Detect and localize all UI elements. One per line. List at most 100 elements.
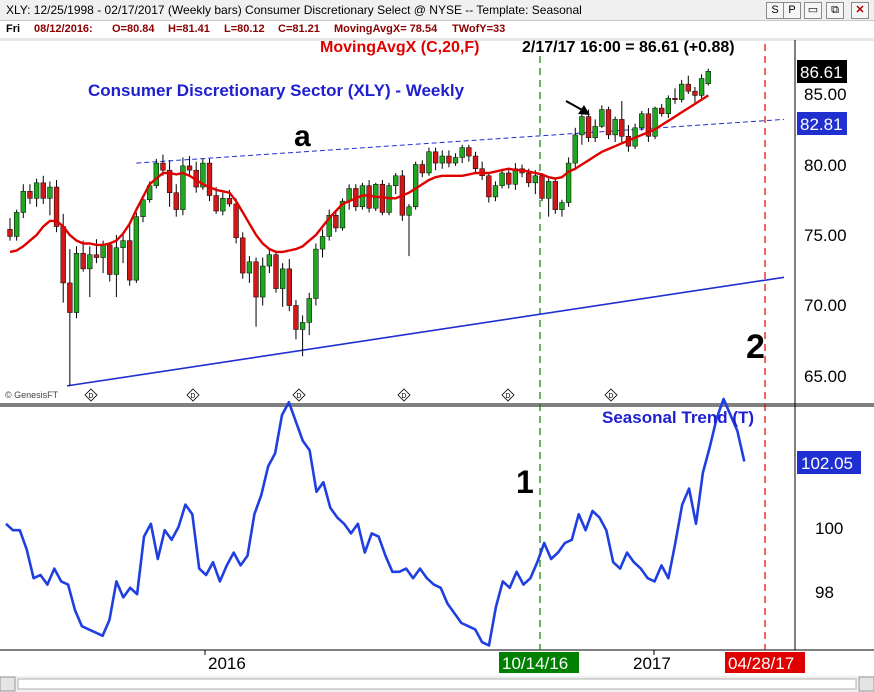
scroll-right-button[interactable] <box>858 676 874 692</box>
support-trendline <box>66 276 785 387</box>
script-button[interactable]: S <box>766 2 784 19</box>
event-marker[interactable]: D <box>84 388 98 402</box>
candle <box>572 127 578 171</box>
candle-body <box>692 90 698 96</box>
candle-body <box>233 203 239 239</box>
candle-body <box>472 155 479 169</box>
candle-body <box>33 182 40 199</box>
candle-body <box>679 83 685 100</box>
candle-body <box>280 268 286 289</box>
candle-body <box>213 195 219 212</box>
candle-body <box>166 169 173 193</box>
candle <box>605 106 612 140</box>
candle-body <box>180 165 186 210</box>
annotation-a: a <box>294 120 311 153</box>
moving-average-label: MovingAvgX (C,20,F) <box>320 39 479 56</box>
candle <box>299 315 306 357</box>
candle <box>253 257 259 327</box>
event-marker-label: D <box>505 393 510 400</box>
candle-body <box>419 164 425 174</box>
candle-body <box>107 244 113 275</box>
candle-body <box>47 186 53 199</box>
candle <box>180 157 186 216</box>
price-tick-label: 75.00 <box>804 226 847 245</box>
price-tick-label: 70.00 <box>804 296 847 315</box>
candle <box>113 235 120 298</box>
candle-body <box>665 97 672 114</box>
candle-body <box>672 97 678 100</box>
info-twofy: TWofY=33 <box>452 23 505 35</box>
candle <box>506 170 512 189</box>
candle-body <box>439 155 445 164</box>
candle-body <box>393 175 399 186</box>
price-tick-label: 80.00 <box>804 156 847 175</box>
candle <box>280 263 286 307</box>
candle-body <box>67 282 73 313</box>
candle-body <box>446 155 452 164</box>
candle-body <box>612 119 618 136</box>
candle <box>240 232 246 279</box>
candle-body <box>572 134 578 164</box>
candle <box>173 184 179 217</box>
candle-body <box>565 162 572 203</box>
candle <box>333 209 339 233</box>
candle <box>40 175 46 204</box>
candle <box>579 110 585 145</box>
event-marker[interactable]: D <box>292 388 306 402</box>
info-open: O=80.84 <box>112 23 155 35</box>
candle-body <box>93 254 100 258</box>
candle-body <box>206 162 213 196</box>
candle <box>153 158 159 189</box>
candle <box>286 258 292 312</box>
candle-body <box>186 165 193 171</box>
candle <box>439 150 445 169</box>
candle-body <box>492 185 499 198</box>
candle-body <box>273 254 279 289</box>
candle <box>459 144 465 164</box>
candle <box>7 218 13 241</box>
scroll-left-button[interactable] <box>0 676 16 692</box>
candle-body <box>20 191 26 213</box>
candle <box>679 79 685 103</box>
candle <box>592 119 598 142</box>
candle-body <box>87 254 93 270</box>
candle <box>705 68 711 86</box>
candle <box>107 242 113 282</box>
event-marker-label: D <box>608 393 613 400</box>
candle-body <box>506 172 512 185</box>
candle-body <box>698 78 705 96</box>
candle-body <box>333 215 339 229</box>
candle <box>639 110 645 131</box>
restore-button[interactable]: ⧉ <box>826 2 844 19</box>
candle <box>73 246 80 319</box>
event-marker[interactable]: D <box>186 388 200 402</box>
candle-body <box>552 181 558 210</box>
event-marker[interactable]: D <box>501 388 515 402</box>
candle-body <box>173 192 179 210</box>
price-readout: 2/17/17 16:00 = 86.61 (+0.88) <box>522 39 735 56</box>
print-button[interactable]: P <box>783 2 801 19</box>
event-marker-label: D <box>88 393 93 400</box>
scrollbar-track[interactable] <box>17 678 857 690</box>
event-marker-label: D <box>296 393 301 400</box>
candle-body <box>120 240 126 248</box>
candle <box>665 95 672 118</box>
candle <box>393 172 399 195</box>
candle-body <box>559 202 565 210</box>
seasonal-title: Seasonal Trend (T) <box>602 408 754 427</box>
candle-body <box>73 253 80 313</box>
candle <box>539 172 545 202</box>
event-marker[interactable]: D <box>604 388 618 402</box>
candle <box>546 178 552 217</box>
seasonal-panel <box>5 397 746 647</box>
event-marker[interactable]: D <box>397 388 411 402</box>
minimize-button[interactable]: ▭ <box>804 2 822 19</box>
candle <box>80 240 86 272</box>
candle <box>625 125 632 152</box>
close-button[interactable]: ✕ <box>851 2 869 19</box>
candle-body <box>200 162 206 188</box>
price-tick-label: 85.00 <box>804 85 847 104</box>
candle <box>313 243 319 306</box>
candle-body <box>293 305 299 330</box>
